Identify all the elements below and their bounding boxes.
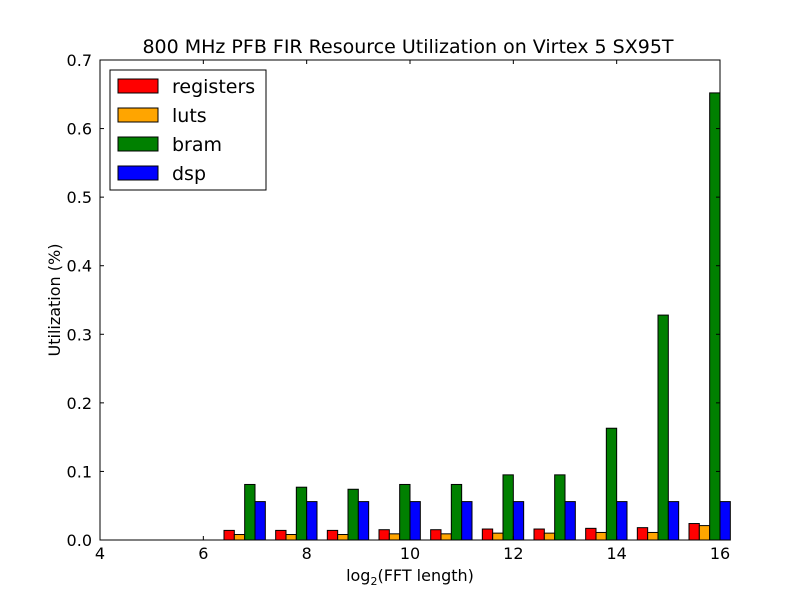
chart-title: 800 MHz PFB FIR Resource Utilization on … bbox=[142, 36, 673, 58]
x-axis-title: log2(FFT length) bbox=[346, 566, 474, 588]
bar-bram-11 bbox=[502, 474, 514, 541]
bar-dsp-9 bbox=[409, 501, 421, 541]
bar-dsp-11 bbox=[512, 501, 525, 541]
y-tick-label: 0.6 bbox=[67, 120, 92, 139]
legend-swatch-luts bbox=[117, 107, 159, 123]
bar-luts-7 bbox=[285, 534, 297, 541]
bar-bram-14 bbox=[657, 314, 669, 541]
x-tick-labels: 4 6 8 10 12 14 16 bbox=[95, 544, 730, 563]
x-tick-label: 4 bbox=[95, 544, 105, 563]
bar-luts-14 bbox=[647, 531, 659, 541]
bar-bram-9 bbox=[399, 483, 411, 541]
y-tick-label: 0.0 bbox=[67, 531, 92, 550]
y-tick-labels: 0.0 0.1 0.2 0.3 0.4 0.5 0.6 0.7 bbox=[67, 51, 92, 550]
y-tick-label: 0.3 bbox=[67, 325, 92, 344]
bar-dsp-15 bbox=[719, 501, 731, 541]
x-tick-label: 6 bbox=[198, 544, 208, 563]
bar-luts-11 bbox=[492, 532, 504, 541]
legend-label-bram: bram bbox=[172, 134, 222, 156]
bar-luts-8 bbox=[337, 534, 349, 541]
legend-label-registers: registers bbox=[172, 76, 255, 98]
x-axis-title-suffix: (FFT length) bbox=[377, 566, 473, 585]
legend-swatch-dsp bbox=[117, 165, 159, 181]
x-tick-label: 12 bbox=[503, 544, 523, 563]
bar-luts-13 bbox=[595, 531, 607, 541]
bar-registers-6 bbox=[223, 529, 235, 541]
y-tick-label: 0.7 bbox=[67, 51, 92, 70]
bar-dsp-6 bbox=[254, 501, 266, 541]
x-tick-label: 16 bbox=[710, 544, 730, 563]
bar-bram-6 bbox=[244, 483, 256, 541]
y-tick-label: 0.5 bbox=[67, 188, 92, 207]
bar-dsp-8 bbox=[357, 501, 370, 541]
bar-luts-6 bbox=[233, 534, 246, 541]
y-tick-label: 0.2 bbox=[67, 394, 92, 413]
legend-swatch-bram bbox=[117, 136, 159, 152]
bar-dsp-13 bbox=[616, 501, 628, 541]
bar-registers-13 bbox=[585, 527, 597, 541]
bar-dsp-10 bbox=[461, 501, 473, 541]
x-tick-label: 10 bbox=[400, 544, 420, 563]
bar-bram-7 bbox=[295, 486, 308, 541]
x-axis-title-subscript: 2 bbox=[370, 575, 377, 588]
bar-registers-11 bbox=[481, 528, 494, 541]
legend-swatch-registers bbox=[117, 78, 159, 94]
bar-dsp-7 bbox=[306, 501, 318, 541]
bar-luts-12 bbox=[543, 532, 556, 541]
bar-luts-10 bbox=[440, 533, 452, 541]
bar-dsp-14 bbox=[667, 501, 680, 541]
bar-registers-7 bbox=[275, 529, 287, 541]
bar-registers-15 bbox=[688, 523, 700, 541]
bar-registers-10 bbox=[430, 529, 442, 541]
bar-registers-9 bbox=[378, 529, 390, 541]
bar-registers-12 bbox=[533, 528, 545, 541]
bar-dsp-12 bbox=[564, 501, 576, 541]
plot-frame bbox=[99, 59, 721, 541]
y-tick-label: 0.1 bbox=[67, 462, 92, 481]
bar-bram-8 bbox=[347, 488, 359, 541]
bars-layer bbox=[223, 92, 731, 541]
x-axis-title-prefix: log bbox=[346, 566, 370, 585]
bar-registers-8 bbox=[326, 529, 339, 541]
legend: registers luts bram dsp bbox=[109, 69, 267, 191]
bar-registers-14 bbox=[636, 527, 649, 541]
bar-luts-9 bbox=[388, 533, 401, 541]
bar-bram-13 bbox=[605, 427, 618, 541]
y-axis-title: Utilization (%) bbox=[45, 244, 64, 357]
bar-luts-15 bbox=[698, 525, 711, 541]
x-tick-label: 8 bbox=[302, 544, 312, 563]
y-tick-label: 0.4 bbox=[67, 257, 92, 276]
bar-bram-10 bbox=[450, 483, 463, 541]
legend-label-luts: luts bbox=[172, 105, 207, 127]
bar-bram-12 bbox=[554, 474, 566, 541]
x-tick-label: 14 bbox=[606, 544, 626, 563]
bar-bram-15 bbox=[709, 92, 721, 541]
legend-label-dsp: dsp bbox=[172, 163, 206, 185]
